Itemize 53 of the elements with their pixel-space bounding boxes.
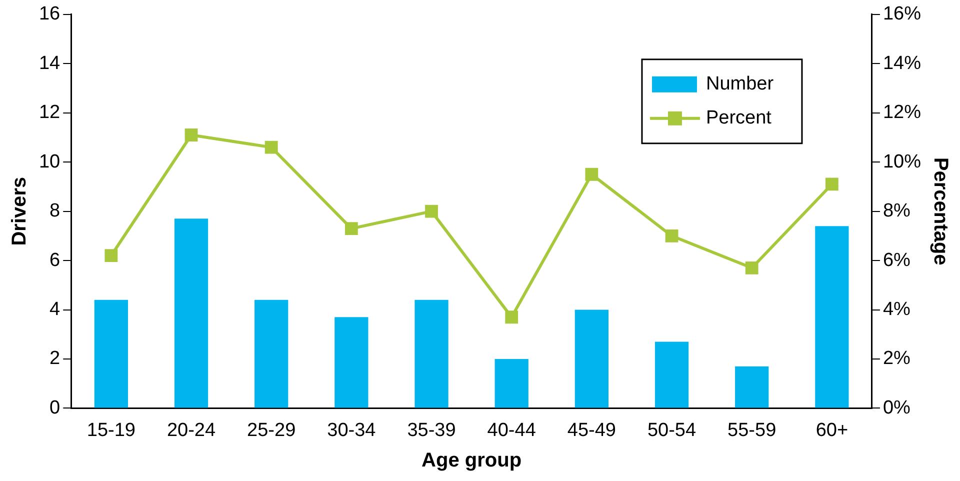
x-tick-label: 35-39 xyxy=(407,420,456,441)
x-tick-label: 50-54 xyxy=(647,420,696,441)
y-tick-label: 2 xyxy=(50,348,60,370)
x-tick-label: 30-34 xyxy=(327,420,376,441)
bar xyxy=(254,300,288,408)
y-axis-title: Drivers xyxy=(8,176,31,246)
y2-tick-label: 6% xyxy=(882,250,911,271)
point xyxy=(264,140,278,154)
x-tick-label: 20-24 xyxy=(166,420,216,441)
bar xyxy=(334,317,368,408)
x-tick-label: 40-44 xyxy=(487,420,536,441)
bar xyxy=(735,366,769,408)
y2-tick-label: 12% xyxy=(882,102,922,124)
y2-axis-title: Percentage xyxy=(929,157,952,266)
y2-tick-label: 14% xyxy=(882,52,922,74)
y-tick-label: 10 xyxy=(38,151,60,172)
y-tick-label: 8 xyxy=(50,200,60,222)
point xyxy=(505,310,518,324)
y2-tick-label: 4% xyxy=(882,298,911,320)
y2-tick-label: 0% xyxy=(882,397,911,418)
point xyxy=(825,178,838,191)
point xyxy=(425,204,438,218)
y2-tick-label: 8% xyxy=(882,200,911,222)
x-tick-label: 45-49 xyxy=(567,420,616,441)
y-tick-label: 16 xyxy=(38,4,60,25)
bar xyxy=(574,310,608,408)
point xyxy=(184,128,198,142)
x-tick-label: 55-59 xyxy=(728,420,776,441)
point xyxy=(585,168,598,181)
y2-tick-label: 2% xyxy=(882,348,911,370)
y2-tick-label: 16% xyxy=(882,4,922,25)
bar xyxy=(815,226,849,408)
y-tick-label: 4 xyxy=(50,298,61,320)
x-tick-label: 15-19 xyxy=(86,420,136,441)
legend-label: Percent xyxy=(706,108,772,129)
bar xyxy=(414,300,448,408)
bar xyxy=(654,342,689,408)
point xyxy=(344,222,358,235)
bar xyxy=(494,358,528,408)
y-tick-label: 0 xyxy=(50,397,60,418)
bar xyxy=(94,300,128,408)
legend-label: Number xyxy=(706,74,774,95)
x-axis-title: Age group xyxy=(422,450,522,472)
x-tick-label: 60+ xyxy=(816,420,848,441)
y-tick-label: 14 xyxy=(38,52,61,74)
bar xyxy=(174,218,208,408)
y-tick-label: 12 xyxy=(38,102,60,124)
y-tick-label: 6 xyxy=(50,250,60,271)
point xyxy=(745,261,758,274)
point xyxy=(665,229,678,242)
point xyxy=(104,249,118,262)
y2-tick-label: 10% xyxy=(882,151,922,172)
x-tick-label: 25-29 xyxy=(247,420,296,441)
